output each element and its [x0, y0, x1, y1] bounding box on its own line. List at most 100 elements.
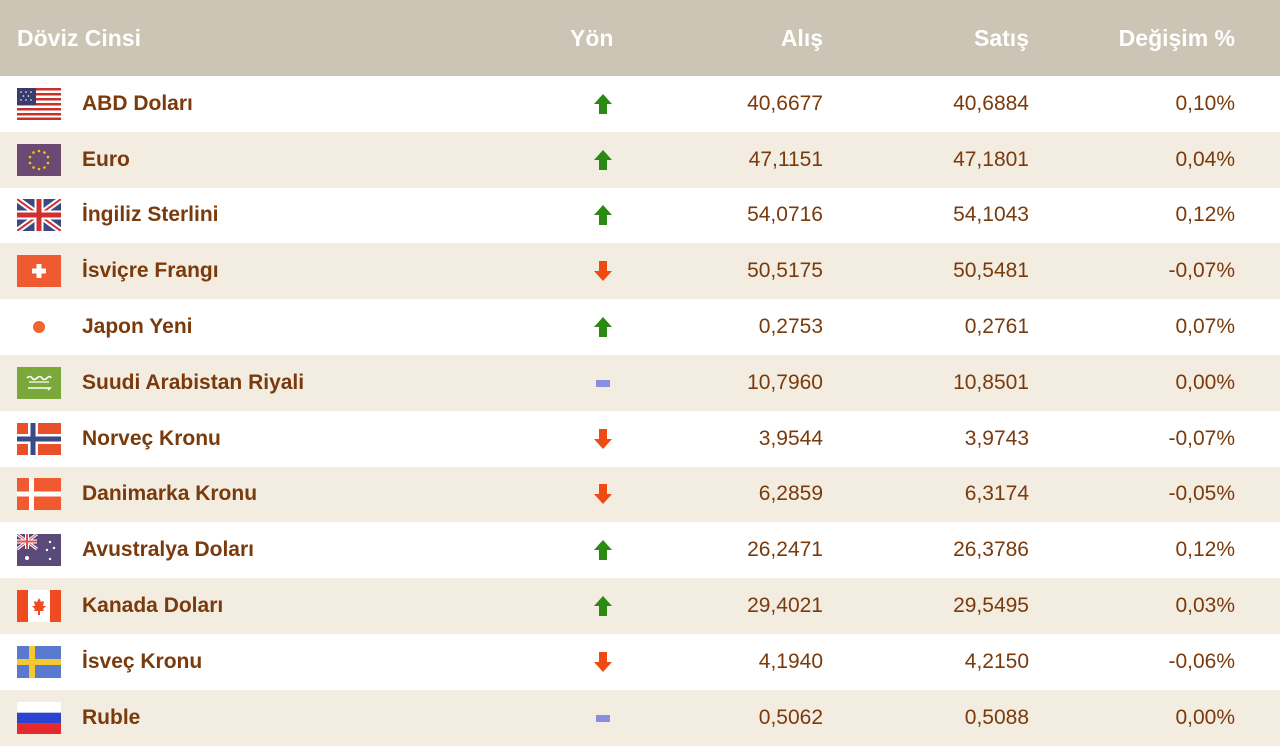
- change-percent: 0,12%: [1175, 538, 1235, 562]
- buy-price: 6,2859: [758, 482, 823, 506]
- dk-flag-icon: [17, 478, 61, 511]
- arrow-up-icon: [593, 538, 613, 562]
- currency-name[interactable]: Japon Yeni: [82, 315, 193, 339]
- ca-flag-icon: [17, 590, 61, 623]
- buy-price: 0,2753: [758, 315, 823, 339]
- buy-price: 54,0716: [747, 203, 823, 227]
- sell-price: 6,3174: [964, 482, 1029, 506]
- table-row[interactable]: İngiliz Sterlini 54,0716 54,1043 0,12%: [0, 187, 1280, 244]
- sell-price: 0,5088: [964, 705, 1029, 729]
- arrow-up-icon: [593, 92, 613, 116]
- change-percent: -0,06%: [1168, 649, 1235, 673]
- table-header: Döviz Cinsi Yön Alış Satış Değişim %: [0, 0, 1280, 76]
- currency-name[interactable]: Danimarka Kronu: [82, 482, 258, 506]
- currency-cell: Kanada Doları: [0, 590, 540, 623]
- arrow-down-icon: [593, 259, 613, 283]
- change-percent: 0,00%: [1175, 705, 1235, 729]
- direction-cell: [540, 594, 665, 618]
- sell-price: 26,3786: [953, 538, 1029, 562]
- currency-name[interactable]: Norveç Kronu: [82, 426, 221, 450]
- jp-flag-icon: [17, 311, 61, 344]
- table-row[interactable]: Kanada Doları 29,4021 29,5495 0,03%: [0, 578, 1280, 634]
- buy-price: 40,6677: [747, 91, 823, 115]
- ru-flag-icon: [17, 701, 61, 734]
- currency-cell: İsveç Kronu: [0, 645, 540, 678]
- sell-price: 0,2761: [964, 315, 1029, 339]
- au-flag-icon: [16, 533, 61, 567]
- header-sell[interactable]: Satış: [974, 24, 1029, 51]
- table-row[interactable]: Euro 47,1151 47,1801 0,04%: [0, 131, 1280, 188]
- buy-price: 26,2471: [747, 538, 823, 562]
- arrow-down-icon: [593, 427, 613, 451]
- direction-cell: [540, 482, 665, 506]
- arrow-up-icon: [593, 203, 613, 227]
- change-percent: 0,04%: [1175, 147, 1235, 171]
- currency-cell: İngiliz Sterlini: [0, 197, 540, 234]
- table-row[interactable]: ABD Doları 40,6677 40,6884 0,10%: [0, 76, 1280, 132]
- sell-price: 54,1043: [953, 203, 1029, 227]
- currency-cell: Japon Yeni: [0, 311, 540, 344]
- header-buy[interactable]: Alış: [780, 24, 823, 51]
- change-percent: -0,07%: [1168, 426, 1235, 450]
- currency-cell: Ruble: [0, 701, 540, 734]
- change-percent: 0,12%: [1175, 203, 1235, 227]
- change-percent: 0,03%: [1175, 594, 1235, 618]
- change-percent: 0,10%: [1175, 91, 1235, 115]
- direction-cell: [540, 371, 665, 395]
- buy-price: 10,7960: [747, 370, 823, 394]
- no-change-icon: [593, 371, 613, 395]
- se-flag-icon: [17, 645, 61, 678]
- us-flag-icon: [17, 87, 61, 120]
- header-currency[interactable]: Döviz Cinsi: [17, 24, 141, 51]
- no-flag-icon: [17, 422, 61, 455]
- currency-name[interactable]: İsveç Kronu: [82, 649, 203, 673]
- direction-cell: [540, 148, 665, 172]
- direction-cell: [540, 650, 665, 674]
- sell-price: 40,6884: [953, 91, 1029, 115]
- buy-price: 3,9544: [758, 426, 823, 450]
- sell-price: 4,2150: [964, 649, 1029, 673]
- sell-price: 29,5495: [953, 594, 1029, 618]
- currency-name[interactable]: Suudi Arabistan Riyali: [82, 370, 305, 394]
- buy-price: 29,4021: [747, 594, 823, 618]
- currency-name[interactable]: Kanada Doları: [82, 594, 224, 618]
- table-row[interactable]: İsveç Kronu 4,1940 4,2150 -0,06%: [0, 633, 1280, 690]
- table-row[interactable]: Suudi Arabistan Riyali 10,7960 10,8501 0,00…: [0, 354, 1280, 411]
- direction-cell: [540, 427, 665, 451]
- table-row[interactable]: Avustralya Doları 26,2471 26,3786 0,12%: [0, 522, 1280, 579]
- buy-price: 0,5062: [758, 705, 823, 729]
- sell-price: 3,9743: [964, 426, 1029, 450]
- arrow-up-icon: [593, 594, 613, 618]
- sell-price: 50,5481: [953, 259, 1029, 283]
- table-body: ABD Doları 40,6677 40,6884 0,10% Euro 47,1151…: [0, 76, 1280, 746]
- currency-cell: Norveç Kronu: [0, 422, 540, 455]
- sell-price: 47,1801: [953, 147, 1029, 171]
- currency-name[interactable]: Euro: [82, 147, 130, 171]
- currency-cell: İsviçre Frangı: [0, 255, 540, 288]
- currency-name[interactable]: ABD Doları: [82, 91, 193, 115]
- currency-cell: Euro: [0, 143, 540, 176]
- gb-flag-icon: [15, 197, 63, 234]
- table-row[interactable]: İsviçre Frangı 50,5175 50,5481 -0,07%: [0, 243, 1280, 300]
- buy-price: 50,5175: [747, 259, 823, 283]
- arrow-down-icon: [593, 482, 613, 506]
- table-row[interactable]: Danimarka Kronu 6,2859 6,3174 -0,05%: [0, 466, 1280, 523]
- direction-cell: [540, 203, 665, 227]
- sell-price: 10,8501: [953, 370, 1029, 394]
- arrow-up-icon: [593, 148, 613, 172]
- table-row[interactable]: Norveç Kronu 3,9544 3,9743 -0,07%: [0, 410, 1280, 467]
- currency-name[interactable]: İngiliz Sterlini: [82, 203, 219, 227]
- ch-flag-icon: [17, 255, 61, 288]
- header-direction[interactable]: Yön: [570, 24, 614, 51]
- currency-name[interactable]: Ruble: [82, 705, 141, 729]
- currency-name[interactable]: Avustralya Doları: [82, 538, 254, 562]
- direction-cell: [540, 538, 665, 562]
- table-row[interactable]: Japon Yeni 0,2753 0,2761 0,07%: [0, 299, 1280, 355]
- currency-name[interactable]: İsviçre Frangı: [82, 259, 219, 283]
- header-change[interactable]: Değişim %: [1118, 24, 1235, 51]
- direction-cell: [540, 706, 665, 730]
- change-percent: 0,07%: [1175, 315, 1235, 339]
- table-row[interactable]: Ruble 0,5062 0,5088 0,00%: [0, 689, 1280, 746]
- buy-price: 4,1940: [758, 649, 823, 673]
